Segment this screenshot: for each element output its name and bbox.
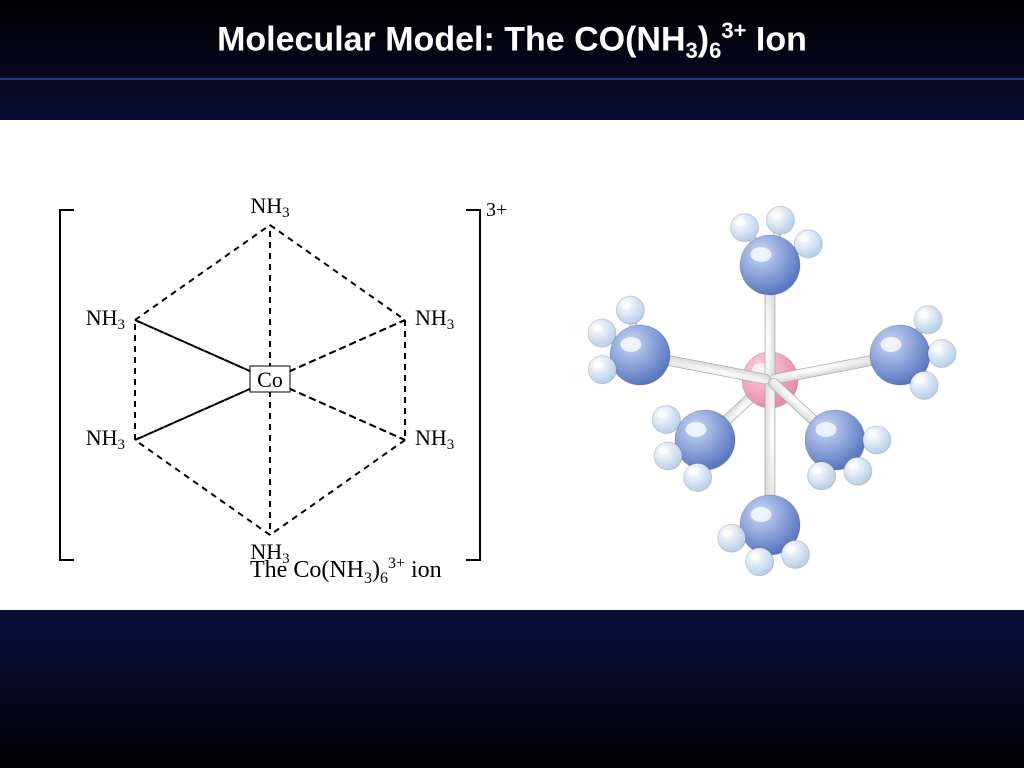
hydrogen-atom bbox=[766, 206, 794, 234]
hydrogen-atom bbox=[654, 442, 682, 470]
octahedron-edge bbox=[270, 225, 405, 320]
title-suffix: Ion bbox=[746, 20, 806, 58]
nitrogen-atom bbox=[740, 235, 800, 295]
slide-title: Molecular Model: The CO(NH3)63+ Ion bbox=[0, 0, 1024, 80]
nitrogen-atom bbox=[610, 325, 670, 385]
title-mid: ) bbox=[698, 20, 709, 58]
title-sub2: 6 bbox=[709, 38, 721, 63]
hydrogen-atom bbox=[781, 540, 809, 568]
hydrogen-atom bbox=[844, 457, 872, 485]
charge-label: 3+ bbox=[486, 199, 507, 221]
hydrogen-atom bbox=[652, 405, 680, 433]
caption-prefix: The Co(NH bbox=[250, 557, 364, 583]
title-sup: 3+ bbox=[721, 18, 746, 43]
hydrogen-atom bbox=[910, 371, 938, 399]
diagram-panel: 3+CoNH3NH3NH3NH3NH3NH3 bbox=[0, 120, 1024, 610]
hydrogen-atom bbox=[863, 426, 891, 454]
caption-sub1: 3 bbox=[364, 570, 372, 587]
octahedron-edge bbox=[135, 440, 270, 535]
hydrogen-atom bbox=[808, 462, 836, 490]
octahedron-edge bbox=[270, 440, 405, 535]
title-sub1: 3 bbox=[686, 38, 698, 63]
hydrogen-atom bbox=[731, 214, 759, 242]
figure-caption: The Co(NH3)63+ ion bbox=[250, 555, 442, 588]
nitrogen-atom bbox=[675, 410, 735, 470]
title-prefix: Molecular Model: The CO(NH bbox=[217, 20, 685, 58]
molecular-diagrams: 3+CoNH3NH3NH3NH3NH3NH3 bbox=[0, 120, 1024, 610]
caption-sup: 3+ bbox=[388, 555, 405, 572]
caption-suffix: ion bbox=[405, 557, 442, 583]
hydrogen-atom bbox=[616, 296, 644, 324]
hydrogen-atom bbox=[718, 524, 746, 552]
bracket-right bbox=[466, 210, 480, 560]
center-atom-label: Co bbox=[257, 367, 283, 392]
hydrogen-atom bbox=[928, 340, 956, 368]
hydrogen-atom bbox=[794, 230, 822, 258]
caption-mid: ) bbox=[372, 557, 380, 583]
octahedron-edge bbox=[135, 225, 270, 320]
hydrogen-atom bbox=[684, 463, 712, 491]
hydrogen-atom bbox=[588, 356, 616, 384]
hydrogen-atom bbox=[914, 306, 942, 334]
bracket-left bbox=[60, 210, 74, 560]
caption-sub2: 6 bbox=[380, 570, 388, 587]
hydrogen-atom bbox=[588, 319, 616, 347]
hydrogen-atom bbox=[746, 548, 774, 576]
